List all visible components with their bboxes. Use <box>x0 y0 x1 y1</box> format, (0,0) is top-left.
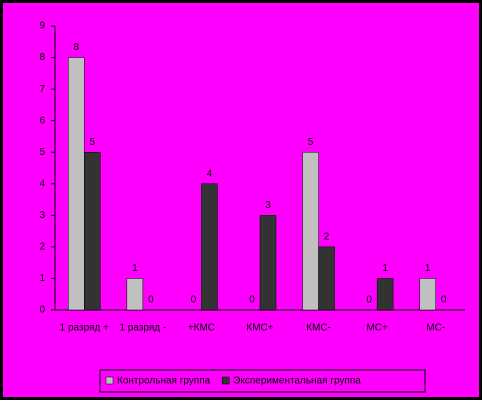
legend-swatch <box>221 376 230 385</box>
bar <box>68 57 85 311</box>
data-label: 3 <box>265 200 271 211</box>
x-tick-label: 1 разряд - <box>119 323 166 334</box>
data-label: 0 <box>191 295 197 306</box>
x-tick-label: 1 разряд + <box>60 323 109 334</box>
data-label: 5 <box>308 137 314 148</box>
y-tick-label: 7 <box>39 84 45 95</box>
x-tick-label: МС+ <box>366 323 388 334</box>
y-tick-label: 5 <box>39 147 45 158</box>
y-tick-label: 0 <box>39 305 45 316</box>
legend-box <box>99 369 426 393</box>
legend-label: Контрольная группа <box>117 376 211 387</box>
data-label: 5 <box>90 137 96 148</box>
data-label: 0 <box>366 295 372 306</box>
data-label: 8 <box>74 42 80 53</box>
legend-label: Экспериментальная группа <box>233 376 361 387</box>
bar <box>84 151 101 311</box>
x-tick-label: КМС+ <box>246 323 273 334</box>
y-tick-label: 3 <box>39 210 45 221</box>
data-label: 0 <box>441 295 447 306</box>
x-tick-label: МС- <box>426 323 445 334</box>
data-label: 2 <box>324 232 330 243</box>
data-label: 0 <box>249 295 255 306</box>
data-label: 1 <box>132 263 138 274</box>
y-tick-label: 8 <box>39 52 45 63</box>
bar <box>126 278 144 311</box>
legend-swatch <box>105 376 114 385</box>
y-tick-label: 1 <box>39 273 45 284</box>
y-tick-label: 2 <box>39 242 45 253</box>
bar <box>201 183 218 311</box>
data-label: 1 <box>382 263 388 274</box>
data-label: 4 <box>207 168 213 179</box>
data-label: 0 <box>148 295 154 306</box>
bar <box>302 151 319 311</box>
bar <box>419 278 436 311</box>
bar <box>318 246 335 311</box>
x-tick-label: КМС- <box>306 323 331 334</box>
y-tick-label: 9 <box>39 21 45 32</box>
x-tick-label: +КМС <box>188 323 215 334</box>
data-label: 1 <box>425 263 431 274</box>
bar <box>376 278 394 311</box>
y-tick-label: 4 <box>39 178 45 189</box>
bar <box>259 215 277 311</box>
y-tick-label: 6 <box>39 115 45 126</box>
